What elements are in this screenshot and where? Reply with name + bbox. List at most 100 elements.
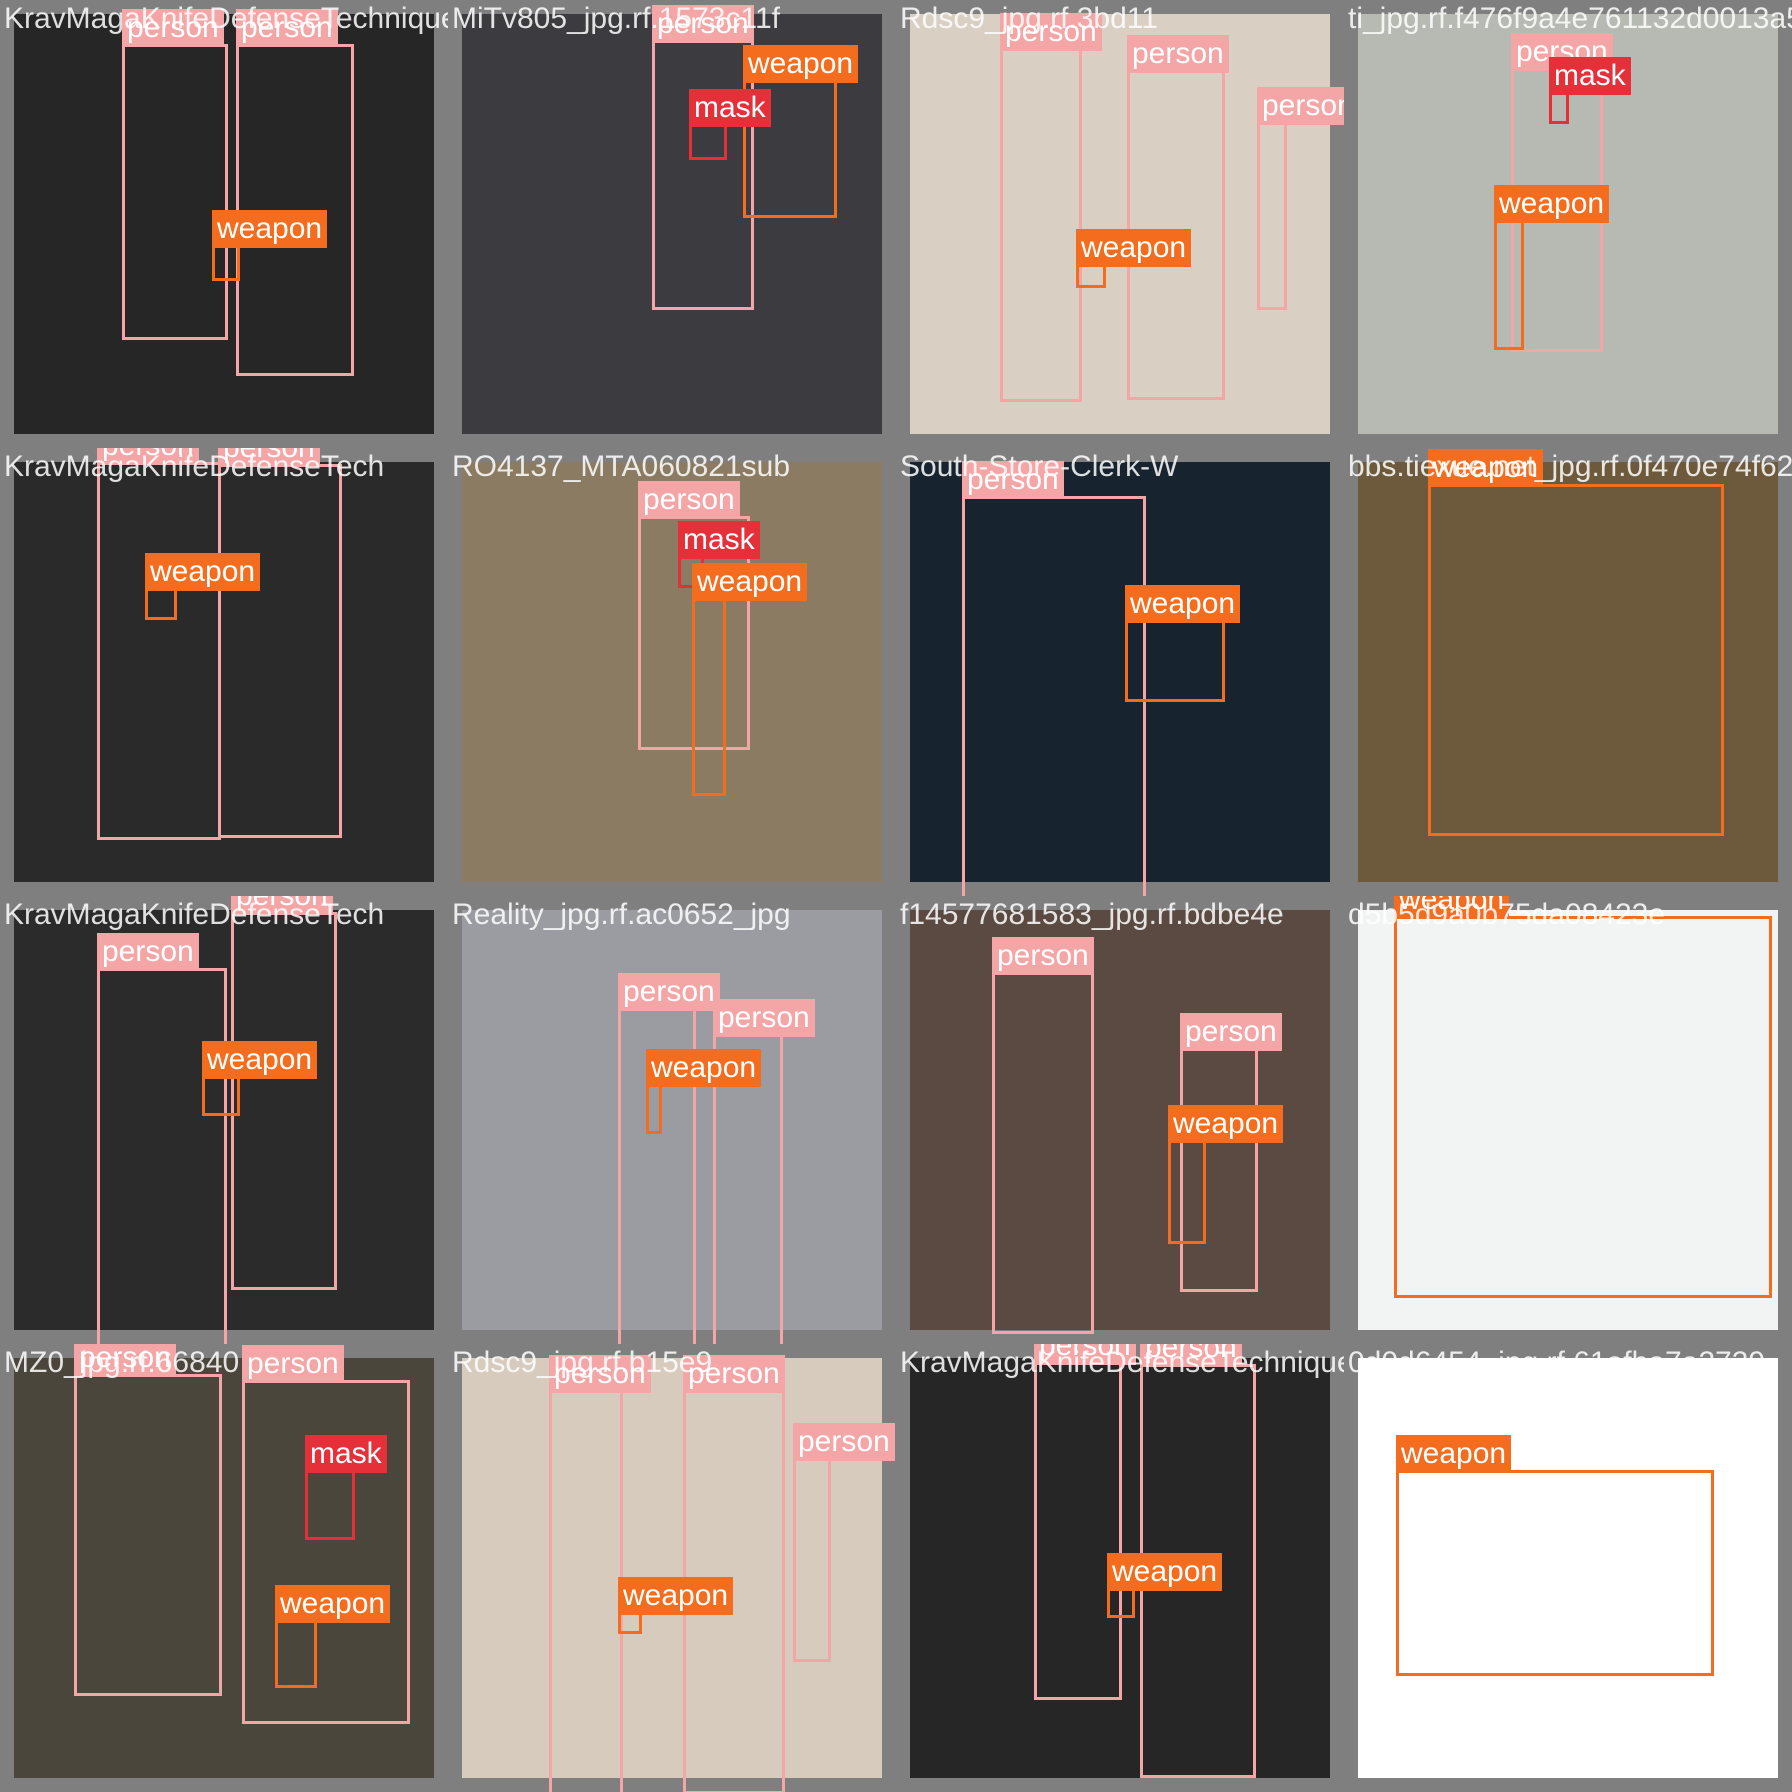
tile-3: person person weapon person Rdsc9_jpg.rf… [896,0,1344,448]
label-weapon: weapon [1125,585,1241,623]
label-person: person [962,461,1064,499]
file-name: RO4137_MTA060821sub [452,450,790,483]
bbox-person: person [218,448,342,838]
bbox-person: person [652,5,754,310]
bbox-person: person [122,9,228,340]
bbox-weapon: weapon [1396,1435,1714,1676]
label-weapon: weapon [1076,229,1192,267]
tile-image [1358,1358,1778,1778]
file-name: Rdsc9_jpg.rf.b15e9 [452,1346,713,1379]
label-person: person [1140,1344,1242,1367]
file-name: KravMagaKnifeDefenseTechniques05_jpg [4,2,448,35]
label-weapon: weapon [1396,1435,1512,1473]
label-mask: mask [678,521,760,559]
label-person: person [549,1355,651,1393]
label-weapon: weapon [646,1049,762,1087]
tile-4: person mask weapon ti_jpg.rf.f476f9a4e76… [1344,0,1792,448]
bbox-person: person [97,448,221,840]
tile-image [1358,910,1778,1330]
bbox-person: person [97,933,227,1344]
tile-image [910,14,1330,434]
file-name: MZ0_jpg.rf.66840 [4,1346,240,1379]
bbox-weapon: weapon [743,45,859,218]
bbox-person: person [231,896,337,1290]
label-person: person [618,973,720,1011]
file-name: KravMagaKnifeDefenseTech [4,898,385,931]
bbox-mask: mask [689,89,771,160]
label-person: person [242,1345,344,1383]
label-weapon: weapon [618,1577,734,1615]
label-person: person [236,9,338,47]
label-weapon: weapon [743,45,859,83]
bbox-weapon: weapon [1168,1105,1284,1244]
bbox-person: person [549,1355,651,1792]
tile-13: person person mask weapon MZ0_jpg.rf.668… [0,1344,448,1792]
bbox-weapon: weapon [1394,896,1772,1298]
tile-image [910,462,1330,882]
bbox-mask: mask [678,521,760,588]
label-mask: mask [689,89,771,127]
file-name: f14577681583_jpg.rf.bdbe4e [900,898,1284,931]
label-person: person [122,9,224,47]
label-weapon: weapon [212,210,328,248]
tile-1: person person weapon KravMagaKnifeDefens… [0,0,448,448]
bbox-person: person [962,461,1146,896]
bbox-weapon: weapon [1107,1553,1223,1618]
bbox-person: person [1034,1344,1136,1700]
bbox-weapon: weapon [1076,229,1192,288]
file-name: South-Store-Clerk-W [900,450,1179,483]
label-person: person [713,999,815,1037]
tile-8: weapon bbs.tiexue.net_jpg.rf.0f470e74f62… [1344,448,1792,896]
tile-6: person mask weapon RO4137_MTA060821sub [448,448,896,896]
file-name: MiTv805_jpg.rf.1573c11f [452,2,780,35]
label-person: person [218,448,320,467]
bbox-weapon: weapon [145,553,261,620]
bbox-person: person [713,999,815,1344]
bbox-weapon: weapon [275,1585,391,1688]
label-mask: mask [1549,57,1631,95]
label-weapon: weapon [1394,896,1510,919]
label-weapon: weapon [1168,1105,1284,1143]
bbox-weapon: weapon [212,210,328,281]
tile-image [462,462,882,882]
tile-11: person person weapon f14577681583_jpg.rf… [896,896,1344,1344]
label-weapon: weapon [1107,1553,1223,1591]
bbox-weapon: weapon [618,1577,734,1634]
tile-image [14,462,434,882]
bbox-weapon: weapon [1494,185,1610,350]
bbox-person: person [74,1344,222,1696]
tile-7: person weapon South-Store-Clerk-W [896,448,1344,896]
tile-image [462,14,882,434]
label-person: person [638,481,740,519]
label-person: person [793,1423,895,1461]
bbox-person: person [793,1423,895,1662]
tile-2: person weapon mask MiTv805_jpg.rf.1573c1… [448,0,896,448]
label-person: person [683,1355,785,1393]
bbox-person: person [242,1345,410,1724]
bbox-weapon: weapon [1125,585,1241,702]
tile-15: person person weapon KravMagaKnifeDefens… [896,1344,1344,1792]
bbox-mask: mask [1549,57,1631,124]
file-name: Reality_jpg.rf.ac0652_jpg [452,898,791,931]
file-name: d5b5d9a0b75da08423e [1348,898,1666,931]
label-person: person [992,937,1094,975]
bbox-person: person [1000,13,1102,402]
tile-12: weapon d5b5d9a0b75da08423e [1344,896,1792,1344]
bbox-weapon: weapon [646,1049,762,1134]
label-person: person [1180,1013,1282,1051]
tile-14: person person person weapon Rdsc9_jpg.rf… [448,1344,896,1792]
bbox-person: person [1180,1013,1282,1292]
label-person: person [1000,13,1102,51]
tile-16: weapon 0d0d6454_jpg.rf.61afba7a2729 [1344,1344,1792,1792]
label-person: person [1127,35,1229,73]
label-person: person [652,5,754,43]
file-name: KravMagaKnifeDefenseTech [4,450,385,483]
label-person: person [1034,1344,1136,1365]
bbox-person: person [992,937,1094,1334]
label-person: person [74,1344,176,1377]
label-person: person [1257,87,1344,125]
label-weapon: weapon [145,553,261,591]
label-mask: mask [305,1435,387,1473]
label-person: person [97,448,199,465]
